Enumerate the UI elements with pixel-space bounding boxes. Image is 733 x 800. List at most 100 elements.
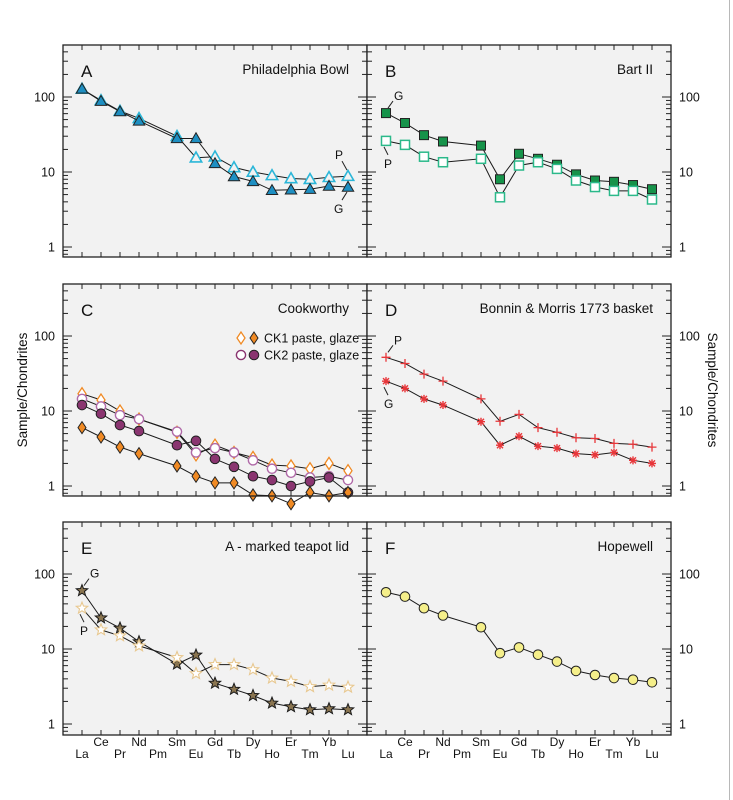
data-point (647, 184, 657, 195)
x-tick-label: Tb (227, 747, 241, 761)
data-point (321, 677, 337, 692)
data-point (264, 695, 280, 710)
y-tick-label: 10 (41, 166, 55, 180)
data-point (438, 136, 448, 147)
panel-a: 1 10 100 A Philadelphia Bowl P G (34, 44, 368, 258)
y-tick-label: 100 (34, 91, 55, 105)
data-point (133, 413, 145, 425)
data-point (648, 459, 656, 468)
data-point (532, 156, 544, 168)
x-tick-label: Yb (322, 735, 337, 749)
data-point (552, 427, 562, 437)
data-point (419, 369, 429, 379)
data-point (476, 394, 486, 404)
y-tick-label: 10 (679, 166, 693, 180)
data-point (589, 669, 601, 681)
data-point (572, 449, 580, 458)
data-point (321, 701, 337, 715)
series-label-p: P (384, 157, 392, 171)
data-point (380, 587, 392, 598)
panel-title: Bart II (617, 62, 653, 77)
data-point (475, 153, 487, 165)
data-point (400, 118, 410, 129)
data-point (77, 420, 87, 435)
data-point (610, 448, 618, 457)
x-tick-label: Sm (472, 735, 490, 749)
y-tick-label: 100 (34, 330, 55, 344)
data-point (647, 442, 657, 452)
data-point (76, 399, 88, 411)
data-point (302, 679, 318, 693)
data-point (494, 647, 506, 659)
data-point (553, 444, 561, 453)
y-tick-label: 1 (48, 480, 55, 494)
data-point (570, 665, 582, 677)
data-point (264, 168, 280, 181)
y-axis-title-right: Sample/Chondrites (705, 333, 720, 448)
y-tick-label: 1 (679, 718, 686, 732)
panel-letter: E (81, 539, 92, 558)
data-point (266, 463, 278, 475)
y-tick-label: 10 (679, 643, 693, 657)
callout-line (383, 146, 389, 156)
plot-area (367, 522, 671, 735)
data-point (170, 131, 184, 144)
callout-line (387, 345, 394, 353)
callout-line (387, 100, 394, 109)
series-line (385, 356, 653, 448)
data-point (439, 401, 447, 410)
plot-area (63, 522, 367, 735)
data-point (114, 409, 126, 421)
legend-label: CK1 paste, glaze (264, 332, 359, 346)
data-point (342, 474, 354, 486)
series-label-p: P (80, 624, 88, 638)
x-tick-label: Nd (435, 735, 450, 749)
data-point (113, 104, 127, 117)
series-label-g: G (90, 567, 99, 581)
data-point (475, 621, 487, 633)
data-point (438, 376, 448, 386)
plot-frame (366, 44, 672, 258)
x-tick-label: Gd (207, 735, 223, 749)
y-tick-label: 100 (34, 568, 55, 582)
data-point (93, 622, 109, 636)
data-point (248, 488, 258, 502)
y-tick-label: 10 (41, 405, 55, 419)
panel-d: 1 10 100 D Bonnin & Morris 1773 basket P G (366, 283, 700, 497)
data-point (608, 672, 620, 684)
x-axis-labels-right: La Pr Pm Eu Tb Ho Tm Lu Ce Nd Sm Gd Dy Er Yb (379, 735, 658, 761)
data-point (247, 470, 259, 482)
data-point (401, 384, 409, 393)
data-point (132, 114, 146, 126)
data-point (247, 455, 259, 466)
y-tick-label: 10 (679, 405, 693, 419)
x-tick-label: Ho (264, 747, 280, 761)
callout-line (341, 160, 348, 171)
y-tick-label: 1 (679, 480, 686, 494)
x-tick-label: Ce (397, 735, 413, 749)
data-point (646, 676, 658, 688)
panel-e: 1 10 100 E A - marked teapot lid G P (34, 521, 368, 736)
x-tick-label: Sm (168, 735, 186, 749)
data-point (420, 394, 428, 403)
x-tick-label: Er (589, 735, 601, 749)
data-point (169, 656, 185, 671)
data-point (322, 179, 336, 191)
x-tick-label: Dy (550, 735, 565, 749)
x-tick-label: Er (285, 735, 297, 749)
plot-frame (366, 283, 672, 497)
data-point (437, 156, 449, 168)
data-point (515, 432, 523, 441)
data-point (532, 649, 544, 660)
data-point (226, 657, 242, 671)
data-point (304, 476, 316, 487)
series-label-g: G (384, 397, 393, 411)
x-tick-label: Lu (645, 747, 658, 761)
data-point (495, 174, 505, 185)
data-point (208, 156, 222, 169)
data-point (496, 441, 504, 450)
legend-marker-open (235, 349, 247, 361)
data-point (324, 456, 334, 471)
x-tick-label: Pr (114, 747, 126, 761)
data-point (513, 160, 525, 171)
